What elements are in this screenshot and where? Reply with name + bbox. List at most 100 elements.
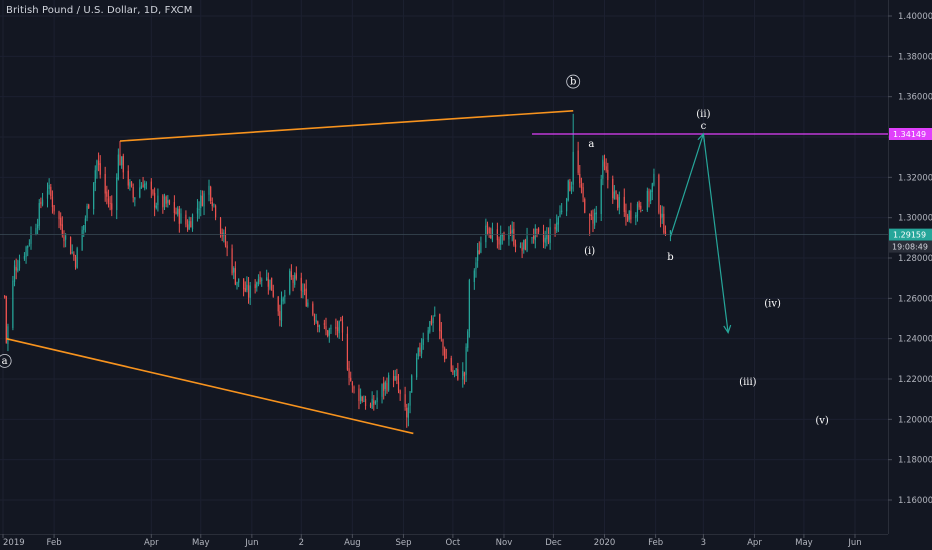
candle-body <box>381 384 383 397</box>
candle-body <box>513 228 515 245</box>
candle-body <box>485 225 487 243</box>
candle-body <box>97 160 100 166</box>
candle-body <box>96 160 98 171</box>
candle-body <box>162 195 164 208</box>
candle-body <box>514 244 517 248</box>
candle-body <box>175 211 177 214</box>
candle-body <box>336 327 339 332</box>
candle-body <box>130 181 133 187</box>
time-tick-label: 3 <box>701 538 706 548</box>
candle-body <box>122 155 124 173</box>
candle-body <box>284 295 286 297</box>
price-tick-label: 1.26000 <box>898 294 932 304</box>
candle-body <box>523 240 525 250</box>
candle-body <box>473 270 475 283</box>
wave-label: (i) <box>584 246 595 257</box>
candle-body <box>210 186 212 202</box>
time-axis[interactable]: 2019 Feb Apr May Jun 2 Aug Sep Oct Nov Dec 2020 Feb 3… <box>0 534 888 548</box>
candle-body <box>369 404 372 407</box>
wave-label: a <box>2 356 8 367</box>
candle-body <box>48 184 50 189</box>
candle-body <box>628 211 630 220</box>
candle-body <box>71 252 73 254</box>
candle-body <box>409 391 411 406</box>
candle-body <box>307 302 309 307</box>
candle-body <box>351 382 353 386</box>
candle-body <box>200 195 202 208</box>
candle-body <box>577 150 579 173</box>
candle-body <box>233 268 235 273</box>
candle-body <box>325 326 327 331</box>
time-tick-label: May <box>795 538 813 548</box>
candle-body <box>648 191 650 202</box>
candle-body <box>434 314 436 316</box>
candle-body <box>7 326 9 344</box>
candle-body <box>566 199 568 212</box>
candle-body <box>302 290 304 292</box>
candle-body <box>266 277 268 281</box>
candle-body <box>65 235 67 240</box>
drawing-layer: a b a (i) b (ii)c (iv) (iii) (v) <box>0 74 888 435</box>
candle-body <box>580 184 583 189</box>
candle-body <box>201 196 204 206</box>
candle-body <box>305 288 307 306</box>
candle-body <box>340 319 342 321</box>
candle-body <box>154 192 156 208</box>
candle-body <box>659 213 662 219</box>
candle-body <box>429 321 431 332</box>
time-tick-label: Jun <box>847 538 861 548</box>
candle-body <box>477 250 479 261</box>
resistance-price-tag <box>889 127 932 140</box>
candle-body <box>104 173 106 194</box>
candle-body <box>439 314 441 332</box>
candle-body <box>219 217 222 234</box>
candle-body <box>386 382 388 391</box>
candle-body <box>475 262 477 270</box>
candle-body <box>416 357 418 378</box>
candle-body <box>145 183 147 185</box>
candle-body <box>658 175 660 213</box>
candle-body <box>537 228 540 232</box>
candle-body <box>465 346 467 375</box>
candle-body <box>73 253 75 257</box>
candle-body <box>559 210 561 217</box>
candle-body <box>127 170 129 186</box>
candle-body <box>374 401 377 404</box>
candle-body <box>116 177 118 211</box>
candle-body <box>330 327 332 329</box>
candle-body <box>234 268 236 285</box>
candle-body <box>524 239 527 250</box>
trendline <box>6 337 414 435</box>
candle-body <box>388 375 390 391</box>
candle-body <box>142 184 144 188</box>
candle-body <box>646 190 648 210</box>
candle-body <box>419 347 421 352</box>
candle-body <box>15 267 17 271</box>
candle-body <box>661 213 663 218</box>
candle-body <box>348 368 350 378</box>
candle-body <box>267 279 269 287</box>
candle-body <box>453 370 456 372</box>
candle-body <box>335 326 337 329</box>
candle-body <box>626 216 629 221</box>
candle-body <box>63 236 65 242</box>
time-tick-label: Sep <box>395 538 411 548</box>
candle-body <box>226 245 228 249</box>
candle-body <box>338 321 340 334</box>
candle-body <box>300 277 302 291</box>
candle-body <box>155 205 157 209</box>
candle-body <box>139 187 141 198</box>
candle-body <box>384 382 386 389</box>
candle-body <box>411 375 413 393</box>
candle-body <box>363 400 365 402</box>
candle-body <box>422 338 424 345</box>
price-axis[interactable]: 1.16000 1.18000 1.20000 1.22000 1.24000 1.260… <box>888 0 932 550</box>
candle-body <box>617 195 619 209</box>
candle-body <box>554 227 556 230</box>
candle-body <box>140 185 143 189</box>
candle-body <box>462 370 464 380</box>
candle-body <box>23 256 26 259</box>
wave-label: b <box>667 252 673 263</box>
candle-body <box>664 231 667 236</box>
